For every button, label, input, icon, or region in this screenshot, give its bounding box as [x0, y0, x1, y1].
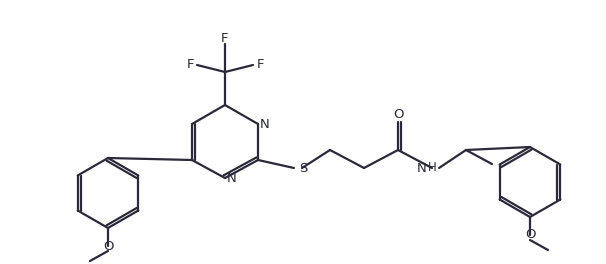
Text: F: F [256, 58, 264, 70]
Text: N: N [227, 172, 237, 185]
Text: H: H [428, 161, 436, 174]
Text: O: O [525, 229, 535, 242]
Text: F: F [221, 31, 228, 45]
Text: F: F [186, 58, 194, 70]
Text: O: O [393, 107, 403, 120]
Text: O: O [103, 239, 113, 252]
Text: S: S [299, 163, 307, 176]
Text: N: N [260, 117, 270, 130]
Text: N: N [418, 162, 427, 175]
